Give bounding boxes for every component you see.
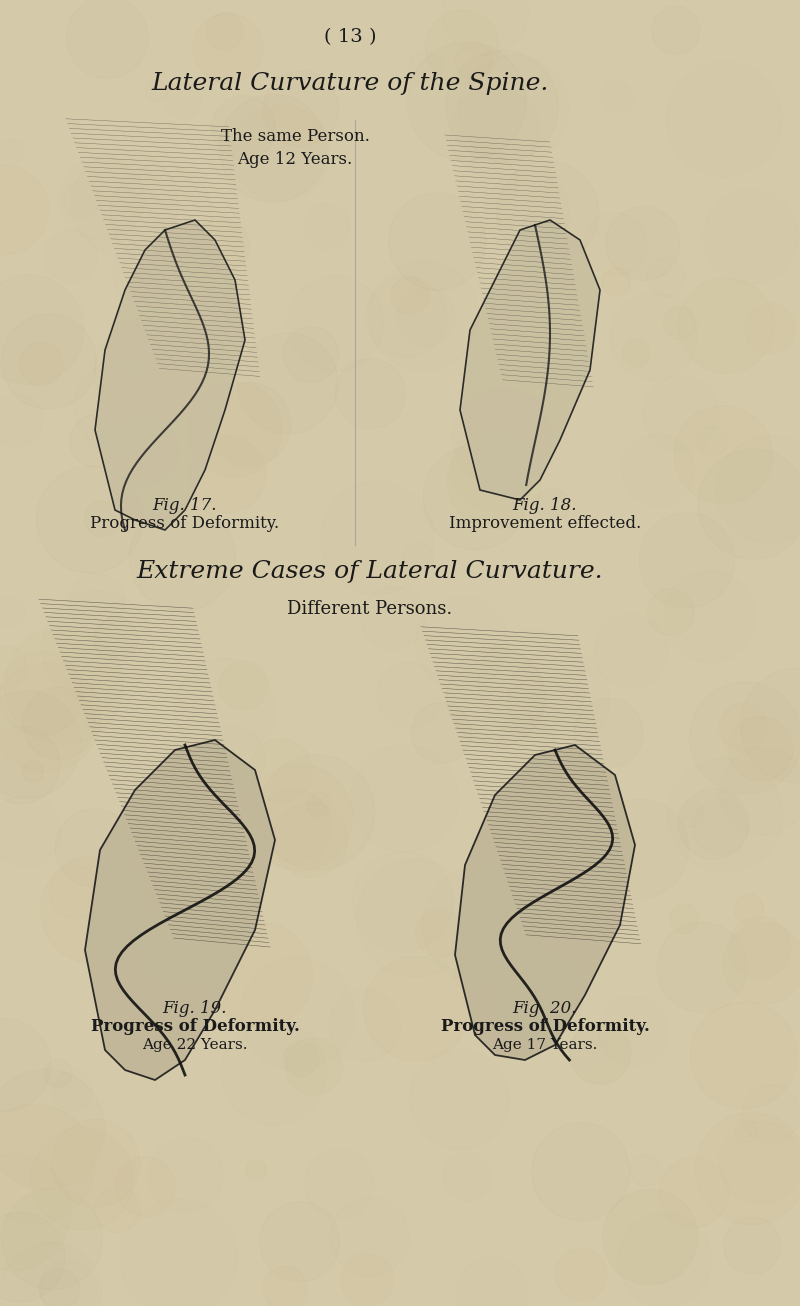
Polygon shape bbox=[455, 744, 635, 1060]
Polygon shape bbox=[95, 219, 245, 530]
Text: Fig. 17.: Fig. 17. bbox=[153, 498, 218, 515]
Text: Fig. 18.: Fig. 18. bbox=[513, 498, 578, 515]
Text: ( 13 ): ( 13 ) bbox=[324, 27, 376, 46]
Text: Different Persons.: Different Persons. bbox=[287, 599, 453, 618]
Text: Progress of Deformity.: Progress of Deformity. bbox=[441, 1017, 650, 1034]
Polygon shape bbox=[85, 741, 275, 1080]
Text: Progress of Deformity.: Progress of Deformity. bbox=[90, 515, 279, 532]
Text: Improvement effected.: Improvement effected. bbox=[449, 515, 641, 532]
Text: Extreme Cases of Lateral Curvature.: Extreme Cases of Lateral Curvature. bbox=[137, 560, 603, 582]
Text: Progress of Deformity.: Progress of Deformity. bbox=[90, 1017, 299, 1034]
Text: Age 22 Years.: Age 22 Years. bbox=[142, 1038, 248, 1053]
Text: The same Person.
Age 12 Years.: The same Person. Age 12 Years. bbox=[221, 128, 370, 168]
Text: Lateral Curvature of the Spine.: Lateral Curvature of the Spine. bbox=[151, 72, 549, 95]
Text: Age 17 Years.: Age 17 Years. bbox=[492, 1038, 598, 1053]
Text: Fig. 20.: Fig. 20. bbox=[513, 1000, 578, 1017]
Polygon shape bbox=[460, 219, 600, 500]
Text: Fig. 19.: Fig. 19. bbox=[162, 1000, 227, 1017]
